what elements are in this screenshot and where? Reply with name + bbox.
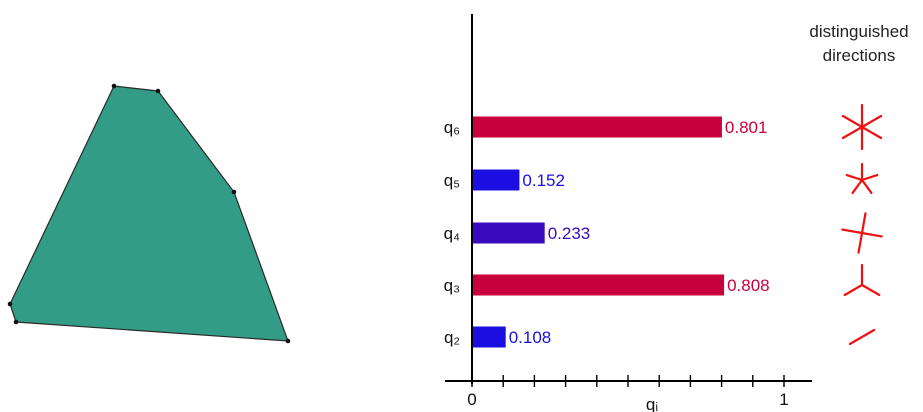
direction-glyph (845, 162, 879, 195)
category-labels: q₂ q₃ q₄ q₅ q₆ (444, 118, 460, 347)
polygon-vertices (7, 83, 291, 344)
value-label: 0.152 (522, 171, 565, 190)
polygon-figure (7, 83, 291, 344)
category-label: q₂ (444, 328, 460, 347)
polygon-vertex (231, 189, 237, 195)
value-label: 0.108 (509, 328, 552, 347)
x-tick-label: 0 (467, 390, 476, 409)
direction-glyph (841, 103, 883, 151)
bar (473, 274, 725, 296)
category-label: q₄ (444, 224, 460, 243)
direction-glyphs (841, 103, 883, 346)
bar (473, 222, 545, 244)
side-title-line2: directions (822, 46, 896, 65)
bar (473, 169, 520, 191)
category-label: q₅ (444, 171, 460, 190)
side-title-line1: distinguished (809, 22, 909, 41)
side-panel-title: distinguished directions (795, 20, 923, 68)
value-label: 0.233 (548, 224, 591, 243)
x-axis-label: qᵢ (646, 395, 658, 412)
bar (473, 116, 722, 138)
polygon-vertex (285, 338, 291, 344)
polygon-vertex (155, 88, 161, 94)
category-label: q₃ (444, 276, 460, 295)
direction-glyph (841, 212, 883, 254)
value-label: 0.808 (727, 276, 770, 295)
value-label: 0.801 (725, 118, 768, 137)
bars (473, 116, 725, 348)
polygon-vertex (7, 301, 13, 307)
polygon-shape (9, 85, 289, 342)
value-labels: 0.108 0.808 0.233 0.152 0.801 (509, 118, 770, 347)
polygon-vertex (111, 83, 117, 89)
direction-glyph (843, 263, 881, 297)
direction-glyph (848, 328, 876, 346)
polygon-vertex (13, 319, 19, 325)
x-axis-ticks (471, 375, 785, 387)
category-label: q₆ (444, 118, 460, 137)
x-tick-label: 1 (779, 390, 788, 409)
bar (473, 326, 506, 348)
